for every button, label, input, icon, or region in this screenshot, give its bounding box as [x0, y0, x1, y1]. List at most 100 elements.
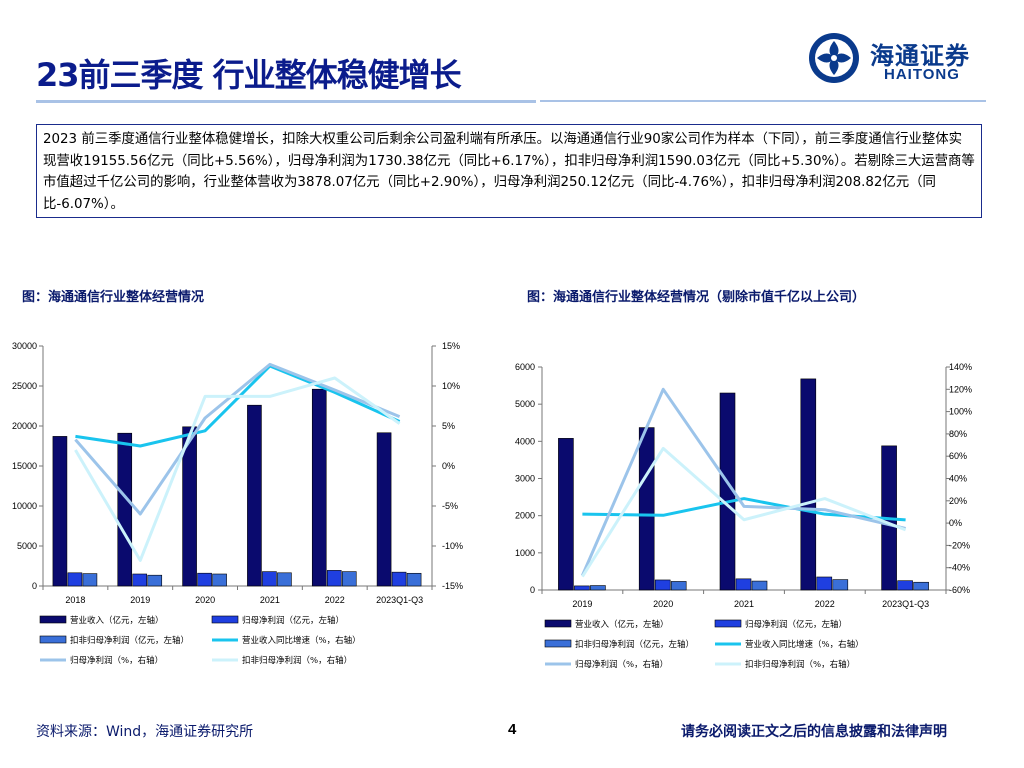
- bar-2: [406, 572, 422, 587]
- x-tick-label: 2021: [260, 595, 280, 605]
- right-tick-label: -40%: [949, 563, 970, 573]
- bar-2: [751, 580, 768, 591]
- legend-label: 归母净利润（%，右轴）: [70, 655, 163, 666]
- bar-1: [654, 579, 671, 591]
- bar-2: [670, 581, 687, 591]
- summary-box: 2023 前三季度通信行业整体稳健增长，扣除大权重公司后剩余公司盈利端有所承压。…: [36, 124, 982, 218]
- x-tick-label: 2018: [65, 595, 85, 605]
- left-tick-label: 6000: [515, 362, 535, 372]
- bar-1: [391, 571, 407, 587]
- title-divider-right: [540, 100, 986, 102]
- legend-label: 归母净利润（%，右轴）: [575, 659, 668, 670]
- page-title: 23前三季度 行业整体稳健增长: [36, 56, 462, 94]
- left-tick-label: 1000: [515, 548, 535, 558]
- right-tick-label: 80%: [949, 429, 967, 439]
- bar-2: [832, 579, 849, 591]
- bar-0: [800, 378, 817, 591]
- right-tick-label: -60%: [949, 585, 970, 595]
- bar-2: [212, 573, 227, 587]
- bar-1: [574, 585, 590, 591]
- legend-swatch-bar: [211, 615, 239, 624]
- line-series-2: [74, 376, 401, 562]
- legend-swatch-bar: [544, 639, 572, 648]
- bar-1: [326, 570, 342, 587]
- bar-1: [67, 572, 83, 587]
- left-tick-label: 10000: [12, 501, 37, 511]
- left-tick-label: 0: [530, 585, 535, 595]
- right-tick-label: 60%: [949, 451, 967, 461]
- legend-label: 扣非归母净利润（亿元，左轴）: [575, 639, 694, 650]
- legend-label: 扣非归母净利润（%，右轴）: [242, 655, 352, 666]
- chart-caption-right: 图：海通通信行业整体经营情况（剔除市值千亿以上公司）: [527, 290, 866, 305]
- bar-1: [816, 576, 833, 591]
- bar-1: [735, 578, 752, 591]
- bar-0: [247, 404, 262, 587]
- logo-text-cn: 海通证券: [870, 41, 970, 70]
- logo-text-en: HAITONG: [884, 66, 960, 83]
- line-series-0: [75, 364, 401, 448]
- line-series-1: [74, 362, 401, 516]
- haitong-logo: 海通证券 HAITONG: [806, 30, 996, 90]
- right-tick-label: 5%: [442, 421, 455, 431]
- bar-0: [638, 427, 655, 591]
- bar-1: [262, 571, 277, 587]
- legend-label: 归母净利润（亿元，左轴）: [242, 615, 344, 626]
- title-divider-left: [36, 100, 536, 103]
- legend-label: 营业收入（亿元，左轴）: [575, 619, 669, 630]
- legend-swatch-bar: [39, 615, 67, 624]
- legend-swatch-bar: [714, 619, 742, 628]
- right-tick-label: 10%: [442, 381, 460, 391]
- left-tick-label: 5000: [515, 399, 535, 409]
- right-tick-label: 0%: [949, 518, 962, 528]
- right-tick-label: 40%: [949, 474, 967, 484]
- right-tick-label: 120%: [949, 384, 972, 394]
- right-tick-label: 0%: [442, 461, 455, 471]
- left-tick-label: 20000: [12, 421, 37, 431]
- left-tick-label: 2000: [515, 511, 535, 521]
- right-tick-label: -15%: [442, 581, 463, 591]
- legend-swatch-bar: [544, 619, 572, 628]
- left-tick-label: 3000: [515, 474, 535, 484]
- bar-1: [132, 573, 148, 587]
- bar-0: [117, 432, 133, 587]
- x-tick-label: 2019: [572, 599, 592, 609]
- x-tick-label: 2022: [325, 595, 345, 605]
- x-tick-label: 2023Q1-Q3: [882, 599, 929, 609]
- bar-0: [558, 438, 574, 591]
- haitong-emblem-icon: [809, 33, 859, 83]
- x-tick-label: 2021: [734, 599, 754, 609]
- line-series-2: [581, 446, 907, 578]
- left-tick-label: 5000: [17, 541, 37, 551]
- bar-2: [590, 585, 606, 591]
- chart-overall: 0 5000 10000 15000 20000 25000 30000 -15% -10% -5…: [12, 341, 463, 666]
- bar-0: [376, 432, 392, 587]
- bar-1: [197, 572, 212, 587]
- legend-label: 归母净利润（亿元，左轴）: [745, 619, 847, 630]
- x-tick-label: 2020: [195, 595, 215, 605]
- left-tick-label: 25000: [12, 381, 37, 391]
- bar-2: [341, 571, 357, 587]
- footer-disclaimer: 请务必阅读正文之后的信息披露和法律声明: [681, 724, 947, 740]
- left-tick-label: 30000: [12, 341, 37, 351]
- bar-0: [311, 388, 327, 587]
- chart-ex-large-caps: 0 1000 2000 3000 4000 5000 6000 -60% -40% -20% 0% 2…: [515, 362, 972, 670]
- legend-label: 营业收入（亿元，左轴）: [70, 615, 164, 626]
- legend-label: 营业收入同比增速（%，右轴）: [745, 639, 864, 650]
- page-number: 4: [508, 721, 517, 738]
- bar-2: [913, 581, 929, 591]
- left-tick-label: 15000: [12, 461, 37, 471]
- left-tick-label: 4000: [515, 436, 535, 446]
- left-tick-label: 0: [32, 581, 37, 591]
- bar-0: [182, 426, 197, 587]
- legend-label: 扣非归母净利润（亿元，左轴）: [70, 635, 189, 646]
- footer-source: 资料来源：Wind，海通证券研究所: [36, 724, 254, 740]
- legend-label: 扣非归母净利润（%，右轴）: [745, 659, 855, 670]
- bar-2: [277, 572, 292, 587]
- line-series-1: [581, 387, 906, 577]
- chart-caption-left: 图：海通通信行业整体经营情况: [22, 290, 205, 305]
- x-tick-label: 2023Q1-Q3: [376, 595, 423, 605]
- x-tick-label: 2022: [815, 599, 835, 609]
- right-tick-label: 20%: [949, 496, 967, 506]
- x-tick-label: 2020: [653, 599, 673, 609]
- x-tick-label: 2019: [130, 595, 150, 605]
